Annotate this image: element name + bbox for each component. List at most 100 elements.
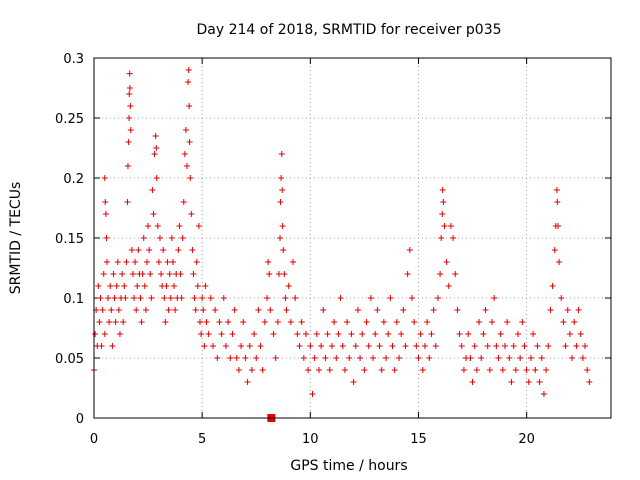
data-point [471, 343, 478, 349]
data-point [126, 85, 133, 91]
data-point [484, 343, 491, 349]
data-point [280, 247, 287, 253]
data-point [430, 307, 437, 313]
data-point [489, 319, 496, 325]
data-point [512, 367, 519, 373]
data-point [497, 331, 504, 337]
y-tick-label: 0.15 [55, 232, 84, 247]
data-point [398, 331, 405, 337]
data-point [163, 283, 170, 289]
data-point [95, 283, 102, 289]
y-tick-label: 0.1 [63, 292, 84, 307]
x-tick-label: 15 [410, 432, 427, 447]
data-point [346, 355, 353, 361]
data-point [127, 127, 134, 133]
data-point [560, 319, 567, 325]
data-point [185, 79, 192, 85]
data-point [111, 295, 118, 301]
data-point [562, 343, 569, 349]
data-point [577, 331, 584, 337]
data-point [152, 133, 159, 139]
data-point [240, 319, 247, 325]
data-point [328, 343, 335, 349]
data-point [404, 271, 411, 277]
y-tick-label: 0.3 [63, 52, 84, 67]
data-point [292, 295, 299, 301]
data-point [109, 343, 116, 349]
data-point [380, 319, 387, 325]
data-point [153, 145, 160, 151]
data-point [278, 175, 285, 181]
data-point [129, 271, 136, 277]
data-point [352, 343, 359, 349]
data-point [545, 343, 552, 349]
data-point [434, 295, 441, 301]
data-point [566, 331, 573, 337]
data-point [165, 307, 172, 313]
data-point [290, 259, 297, 265]
data-point [322, 355, 329, 361]
data-point [119, 271, 126, 277]
data-point [202, 283, 209, 289]
data-point [188, 211, 195, 217]
data-point [341, 367, 348, 373]
data-point [279, 223, 286, 229]
y-tick-label: 0.05 [55, 352, 84, 367]
data-point [333, 355, 340, 361]
data-point [417, 331, 424, 337]
data-point [135, 247, 142, 253]
data-point [216, 319, 223, 325]
data-point [465, 331, 472, 337]
data-point [281, 271, 288, 277]
data-point [582, 343, 589, 349]
data-point [185, 67, 192, 73]
data-point [175, 247, 182, 253]
data-point [150, 211, 157, 217]
data-point [361, 367, 368, 373]
data-point [179, 235, 186, 241]
data-point [110, 271, 117, 277]
data-point [195, 223, 202, 229]
data-point [124, 163, 131, 169]
data-point [259, 367, 266, 373]
data-point [158, 271, 165, 277]
data-point [134, 283, 141, 289]
data-point [296, 343, 303, 349]
data-point [261, 319, 268, 325]
data-point [326, 367, 333, 373]
data-point [393, 319, 400, 325]
data-point [145, 223, 152, 229]
data-point [124, 199, 131, 205]
data-point [235, 367, 242, 373]
data-point [283, 307, 290, 313]
data-point [452, 271, 459, 277]
data-point [440, 199, 447, 205]
data-point [275, 271, 282, 277]
data-point [196, 319, 203, 325]
data-point [200, 307, 207, 313]
data-point [189, 247, 196, 253]
data-point [127, 103, 134, 109]
data-point [140, 235, 147, 241]
data-point [242, 355, 249, 361]
data-point [126, 91, 133, 97]
data-point [115, 307, 122, 313]
data-point [187, 175, 194, 181]
data-points-layer [91, 67, 593, 397]
data-point [164, 259, 171, 265]
data-point [506, 355, 513, 361]
data-point [439, 187, 446, 193]
data-point [209, 343, 216, 349]
data-point [265, 259, 272, 265]
data-point [298, 319, 305, 325]
data-point [437, 271, 444, 277]
data-point [450, 235, 457, 241]
data-point [112, 319, 119, 325]
data-point [447, 223, 454, 229]
data-point [113, 283, 120, 289]
data-point [540, 391, 547, 397]
data-point [154, 223, 161, 229]
data-point [102, 211, 109, 217]
data-point [571, 319, 578, 325]
